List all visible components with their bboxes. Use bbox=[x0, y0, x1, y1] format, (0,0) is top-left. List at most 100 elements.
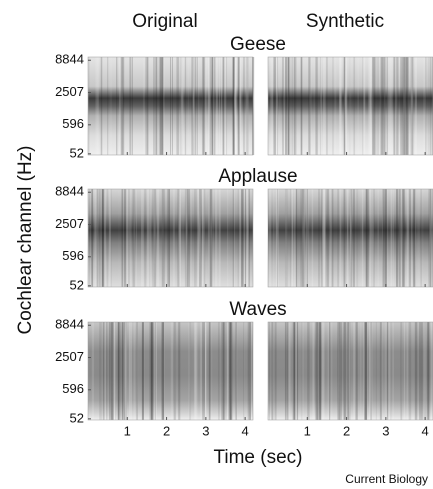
texture-stripe bbox=[133, 322, 136, 420]
texture-stripe bbox=[428, 322, 429, 420]
texture-stripe bbox=[377, 57, 379, 155]
texture-stripe bbox=[204, 57, 208, 155]
texture-stripe bbox=[147, 189, 150, 287]
texture-stripe bbox=[227, 189, 228, 287]
texture-stripe bbox=[237, 189, 239, 287]
texture-stripe bbox=[370, 322, 372, 420]
texture-stripe bbox=[200, 322, 202, 420]
x-tick-label: 2 bbox=[343, 423, 350, 438]
texture-stripe bbox=[359, 322, 361, 420]
texture-stripe bbox=[113, 322, 115, 420]
texture-stripe bbox=[271, 322, 274, 420]
texture-stripe bbox=[270, 57, 273, 155]
texture-stripe bbox=[162, 322, 165, 420]
texture-stripe bbox=[350, 322, 352, 420]
texture-stripe bbox=[343, 57, 345, 155]
texture-stripe bbox=[240, 189, 244, 287]
texture-stripe bbox=[128, 189, 130, 287]
texture-stripe bbox=[392, 322, 394, 420]
texture-stripe bbox=[230, 322, 232, 420]
texture-stripe bbox=[347, 322, 350, 420]
texture-stripe bbox=[170, 57, 172, 155]
column-title: Original bbox=[132, 11, 197, 32]
texture-stripe bbox=[423, 57, 426, 155]
texture-stripe bbox=[318, 322, 321, 420]
texture-stripe bbox=[202, 189, 203, 287]
texture-stripe bbox=[311, 189, 314, 287]
texture-stripe bbox=[284, 322, 286, 420]
texture-stripe bbox=[193, 57, 194, 155]
texture-stripe bbox=[293, 57, 296, 155]
texture-stripe bbox=[380, 57, 382, 155]
texture-stripe bbox=[121, 57, 123, 155]
texture-stripe bbox=[248, 322, 251, 420]
texture-stripe bbox=[244, 322, 245, 420]
texture-stripe bbox=[339, 57, 342, 155]
texture-stripe bbox=[369, 189, 373, 287]
texture-stripe bbox=[161, 189, 164, 287]
texture-stripe bbox=[154, 322, 158, 420]
texture-stripe bbox=[233, 57, 237, 155]
texture-stripe bbox=[349, 57, 352, 155]
texture-stripe bbox=[291, 189, 294, 287]
texture-stripe bbox=[410, 57, 414, 155]
texture-stripe bbox=[276, 189, 278, 287]
texture-stripe bbox=[295, 189, 298, 287]
texture-stripe bbox=[325, 189, 327, 287]
texture-stripe bbox=[89, 189, 91, 287]
texture-stripe bbox=[400, 322, 402, 420]
panel-title: Applause bbox=[218, 166, 297, 187]
texture-stripe bbox=[377, 189, 379, 287]
texture-stripe bbox=[390, 189, 392, 287]
texture-stripe bbox=[349, 189, 351, 287]
texture-stripe bbox=[426, 322, 430, 420]
texture-stripe bbox=[226, 57, 228, 155]
texture-stripe bbox=[295, 322, 298, 420]
texture-stripe bbox=[402, 189, 404, 287]
texture-stripe bbox=[190, 189, 192, 287]
texture-stripe bbox=[319, 322, 322, 420]
texture-stripe bbox=[366, 189, 369, 287]
texture-stripe bbox=[208, 57, 210, 155]
texture-stripe bbox=[306, 189, 309, 287]
texture-stripe bbox=[403, 57, 407, 155]
texture-stripe bbox=[101, 189, 104, 287]
texture-stripe bbox=[288, 57, 290, 155]
panel-title: Geese bbox=[230, 34, 286, 55]
texture-stripe bbox=[243, 189, 246, 287]
texture-stripe bbox=[198, 189, 201, 287]
texture-stripe bbox=[224, 322, 227, 420]
texture-stripe bbox=[100, 57, 102, 155]
texture-stripe bbox=[217, 322, 220, 420]
texture-stripe bbox=[111, 322, 114, 420]
texture-stripe bbox=[385, 189, 387, 287]
texture-stripe bbox=[403, 57, 406, 155]
texture-stripe bbox=[180, 57, 183, 155]
texture-stripe bbox=[400, 57, 404, 155]
texture-stripe bbox=[351, 189, 353, 287]
texture-stripe bbox=[326, 189, 329, 287]
texture-stripe bbox=[339, 322, 341, 420]
texture-stripe bbox=[176, 57, 179, 155]
texture-stripe bbox=[320, 57, 323, 155]
texture-stripe bbox=[99, 322, 102, 420]
texture-stripe bbox=[102, 322, 105, 420]
texture-stripe bbox=[232, 57, 235, 155]
y-tick-label: 52 bbox=[70, 277, 84, 292]
y-tick-label: 8844 bbox=[55, 184, 84, 199]
x-tick-label: 4 bbox=[422, 423, 429, 438]
texture-stripe bbox=[101, 189, 103, 287]
texture-stripe bbox=[136, 189, 137, 287]
texture-stripe bbox=[402, 189, 405, 287]
texture-stripe bbox=[302, 189, 306, 287]
texture-stripe bbox=[161, 57, 164, 155]
texture-stripe bbox=[316, 322, 318, 420]
texture-stripe bbox=[174, 322, 176, 420]
panel-frame bbox=[267, 56, 433, 156]
texture-stripe bbox=[384, 322, 386, 420]
texture-stripe bbox=[337, 322, 340, 420]
texture-stripe bbox=[385, 322, 387, 420]
texture-stripe bbox=[406, 189, 410, 287]
texture-stripe bbox=[384, 189, 387, 287]
texture-stripe bbox=[286, 57, 290, 155]
